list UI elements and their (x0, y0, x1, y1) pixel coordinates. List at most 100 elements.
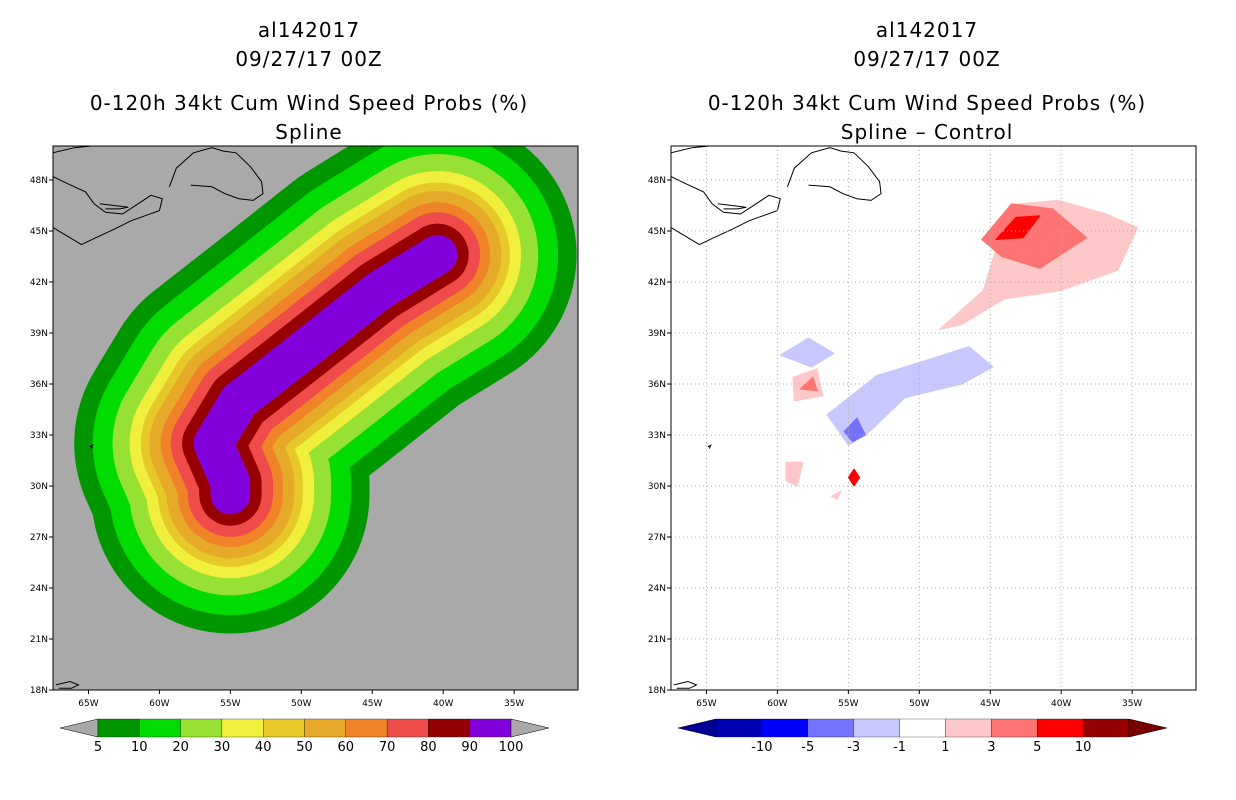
colorbar-label: 5 (94, 740, 102, 755)
y-tick-label: 24N (648, 584, 666, 594)
coast-segment (717, 203, 747, 210)
y-tick-label: 39N (30, 329, 48, 339)
x-tick-label: 55W (838, 699, 858, 709)
coastline (53, 146, 264, 689)
colorbar-label: 5 (1033, 740, 1041, 755)
y-tick-label: 33N (30, 431, 48, 441)
colorbar-swatch (139, 718, 181, 738)
y-tick-label: 30N (30, 482, 48, 492)
coast-segment (671, 176, 781, 246)
colorbar-label: -3 (847, 740, 860, 755)
colorbar-label: 40 (255, 740, 272, 755)
coast-segment (53, 146, 110, 154)
coast-segment (168, 147, 264, 201)
colorbar-label: 100 (499, 740, 524, 755)
y-tick-label: 33N (648, 431, 666, 441)
x-tick-label: 50W (291, 699, 311, 709)
colorbar-label: 70 (379, 740, 396, 755)
method-subtitle: Spline – Control (840, 120, 1014, 144)
probability-swath (74, 146, 577, 634)
y-tick-label: 18N (30, 686, 48, 696)
y-tick-label: 36N (648, 380, 666, 390)
x-tick-label: 45W (362, 699, 382, 709)
colorbar-over-arrow (510, 718, 550, 738)
x-tick-label: 35W (504, 699, 524, 709)
coast-segment (99, 203, 129, 210)
axes: 65W 60W 55W 50W 45W 40W 35W 18N 21N 24N 27N 30N 33N 3… (648, 146, 1196, 709)
colorbar-swatch (221, 718, 264, 738)
colorbar-swatch (853, 718, 900, 738)
colorbar-swatch (1082, 718, 1130, 738)
colorbar-label: 60 (338, 740, 355, 755)
y-tick-label: 48N (648, 176, 666, 186)
colorbar-swatch (97, 718, 140, 738)
colorbar-under-arrow (677, 718, 717, 738)
y-tick-label: 45N (648, 227, 666, 237)
y-tick-label: 42N (648, 278, 666, 288)
difference-region (995, 215, 1041, 240)
y-tick-label: 36N (30, 380, 48, 390)
colorbar-under-arrow (59, 718, 99, 738)
coast-segment (53, 176, 163, 246)
x-tick-label: 55W (220, 699, 240, 709)
colorbar-swatch (899, 718, 946, 738)
y-tick-label: 21N (648, 635, 666, 645)
coastline (671, 146, 882, 689)
colorbar-label: 20 (172, 740, 189, 755)
colorbar-swatch (304, 718, 346, 738)
probability-map: 65W 60W 55W 50W 45W 40W 35W 18N 21N 24N 27N 30N 33N 3… (30, 145, 579, 755)
y-tick-label: 30N (648, 482, 666, 492)
y-tick-label: 45N (30, 227, 48, 237)
probability-colorbar: 5 10 20 30 40 50 60 70 80 90 100 (59, 718, 550, 755)
difference-region (981, 203, 1088, 269)
right-panel: al142017 09/27/17 00Z 0-120h 34kt Cum Wi… (618, 0, 1236, 800)
difference-map: 65W 60W 55W 50W 45W 40W 35W 18N 21N 24N 27N 30N 33N 3… (648, 145, 1197, 755)
colorbar-swatch (761, 718, 808, 738)
difference-region (785, 461, 804, 487)
x-tick-label: 60W (149, 699, 169, 709)
map-frame (52, 145, 579, 691)
product-title: 0-120h 34kt Cum Wind Speed Probs (%) (89, 91, 529, 115)
colorbar-swatch (263, 718, 305, 738)
difference-region (830, 490, 842, 501)
x-tick-label: 40W (1051, 699, 1071, 709)
colorbar-swatch (807, 718, 854, 738)
colorbar-swatch (715, 718, 763, 738)
difference-region (843, 417, 866, 443)
map-frame (670, 145, 1197, 691)
colorbar-label: 10 (131, 740, 148, 755)
storm-id-title: al142017 (257, 18, 361, 42)
y-tick-label: 27N (648, 533, 666, 543)
y-tick-label: 39N (648, 329, 666, 339)
colorbar-swatch (345, 718, 388, 738)
x-tick-label: 50W (909, 699, 929, 709)
difference-region (779, 337, 835, 368)
colorbar-label: 3 (987, 740, 995, 755)
colorbar-label: -5 (801, 740, 814, 755)
x-tick-label: 65W (696, 699, 716, 709)
coast-segment (786, 147, 882, 201)
y-tick-label: 21N (30, 635, 48, 645)
x-tick-label: 65W (78, 699, 98, 709)
difference-colorbar: -10 -5 -3 -1 1 3 5 10 (677, 718, 1168, 755)
datetime-title: 09/27/17 00Z (853, 47, 1001, 71)
axes: 65W 60W 55W 50W 45W 40W 35W 18N 21N 24N 27N 30N 33N 3… (30, 176, 525, 709)
colorbar-swatch (386, 718, 429, 738)
colorbar-label: 30 (214, 740, 231, 755)
colorbar-swatch (945, 718, 992, 738)
colorbar-swatch (1037, 718, 1084, 738)
coast-segment (673, 680, 698, 689)
y-tick-label: 42N (30, 278, 48, 288)
x-tick-label: 60W (767, 699, 787, 709)
y-tick-label: 24N (30, 584, 48, 594)
product-title: 0-120h 34kt Cum Wind Speed Probs (%) (707, 91, 1147, 115)
x-tick-label: 45W (980, 699, 1000, 709)
x-tick-label: 40W (433, 699, 453, 709)
y-tick-label: 48N (30, 176, 48, 186)
colorbar-label: -1 (893, 740, 906, 755)
colorbar-label: 50 (296, 740, 313, 755)
y-tick-label: 27N (30, 533, 48, 543)
x-tick-label: 35W (1122, 699, 1142, 709)
coast-segment (671, 146, 728, 154)
colorbar-swatch (991, 718, 1038, 738)
